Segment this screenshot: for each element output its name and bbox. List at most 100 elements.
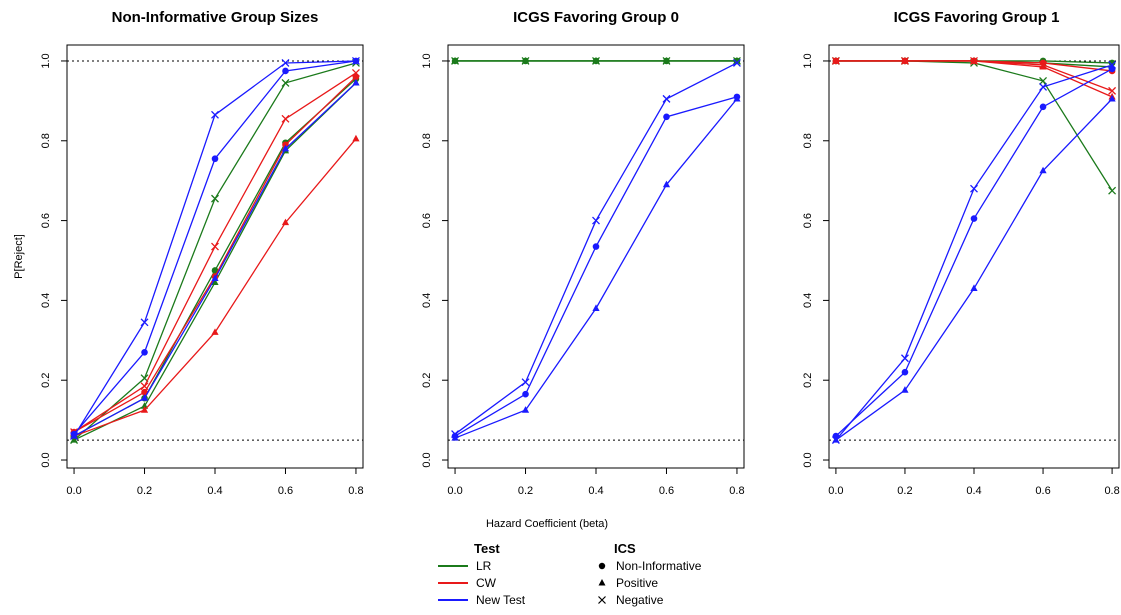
series-line: [73, 138, 357, 437]
point-cross: [662, 57, 671, 65]
legend-label-negative: Negative: [616, 593, 664, 607]
series-lr-negative: [70, 58, 360, 445]
point-cross: [211, 110, 219, 119]
point-cross: [1108, 86, 1117, 95]
legend: Test ICS LR CW New Test Non-Informative …: [438, 541, 702, 607]
x-tick-label: 0.2: [518, 485, 533, 497]
series-line: [73, 62, 357, 441]
point-circle: [1039, 103, 1047, 111]
x-tick-label: 0.6: [1035, 485, 1050, 497]
x-tick-label: 0.4: [588, 485, 603, 497]
series-line: [835, 60, 1113, 192]
y-tick-label: 0.6: [40, 213, 52, 228]
point-cross: [732, 57, 741, 65]
point-cross: [831, 57, 840, 65]
series-new-test-non-informative: [832, 65, 1116, 440]
point-cross: [211, 194, 219, 203]
x-tick-label: 0.0: [447, 485, 462, 497]
point-triangle: [1039, 166, 1047, 174]
point-cross: [662, 94, 671, 103]
series-new-test-negative: [70, 57, 360, 441]
point-triangle: [733, 94, 741, 102]
point-triangle: [970, 284, 978, 292]
panels: Non-Informative Group Sizes 0.0 0.2 0.4 0.6 0…: [13, 9, 1120, 497]
point-cross: [732, 58, 741, 67]
series-new-test-positive: [451, 94, 741, 441]
point-cross: [70, 432, 79, 441]
point-cross: [1039, 76, 1048, 85]
y-tick-label: 0.2: [40, 373, 52, 388]
point-triangle: [140, 402, 149, 409]
point-triangle: [211, 328, 219, 335]
legend-label-non-informative: Non-Informative: [616, 559, 702, 573]
x-axis-label: Hazard Coefficient (beta): [486, 518, 608, 530]
x-tick-label: 0.8: [348, 485, 363, 497]
point-circle: [663, 113, 670, 121]
point-cross: [451, 57, 460, 65]
panel-1: Non-Informative Group Sizes 0.0 0.2 0.4 0.6 0…: [13, 9, 364, 497]
point-triangle: [140, 394, 149, 401]
x-tick-label: 0.8: [1104, 485, 1119, 497]
x-tick-label: 0.0: [66, 485, 81, 497]
series-line: [454, 98, 738, 439]
y-tick-label: 0.4: [421, 293, 433, 308]
series-line: [73, 76, 357, 433]
series-line: [73, 78, 357, 437]
x-tick-label: 0.0: [828, 485, 843, 497]
point-cross: [140, 318, 149, 327]
legend-ics-title: ICS: [614, 541, 636, 556]
series-cw-positive: [70, 134, 360, 439]
y-tick-label: 0.8: [40, 133, 52, 148]
point-cross: [592, 57, 600, 65]
point-cross: [1039, 82, 1048, 91]
y-tick-label: 0.0: [40, 452, 52, 467]
legend-test-title: Test: [474, 541, 500, 556]
plot-frame: [828, 44, 1120, 469]
legend-label-new-test: New Test: [476, 593, 526, 607]
y-axis-label: P[Reject]: [13, 234, 25, 279]
point-circle: [141, 348, 148, 356]
point-triangle: [211, 278, 219, 286]
point-triangle: [451, 434, 459, 441]
point-triangle: [211, 274, 219, 282]
point-triangle: [662, 180, 671, 188]
panel-3: ICGS Favoring Group 1 0.0 0.2 0.4 0.6 0.8 0.0 0…: [802, 9, 1120, 497]
point-cross: [1108, 60, 1117, 69]
x-tick-label: 0.6: [659, 485, 674, 497]
y-tick-label: 0.0: [802, 452, 814, 467]
point-cross: [970, 184, 978, 193]
point-cross: [211, 242, 219, 251]
point-circle: [970, 215, 978, 222]
point-triangle: [521, 406, 530, 413]
series-line: [835, 60, 1113, 92]
x-tick-label: 0.6: [278, 485, 293, 497]
y-tick-label: 0.0: [421, 452, 433, 467]
y-tick-label: 0.2: [421, 373, 433, 388]
y-tick-label: 0.4: [40, 293, 52, 308]
point-circle: [592, 243, 600, 250]
x-tick-label: 0.2: [897, 485, 912, 497]
x-tick-label: 0.4: [966, 485, 981, 497]
legend-label-positive: Positive: [616, 576, 658, 590]
point-circle: [901, 368, 909, 376]
y-tick-label: 1.0: [40, 53, 52, 68]
series-new-test-negative: [451, 58, 741, 439]
series-line: [835, 64, 1113, 441]
point-triangle: [1039, 62, 1047, 70]
series-new-test-non-informative: [451, 93, 741, 440]
point-cross: [281, 78, 290, 87]
panel-title: ICGS Favoring Group 1: [894, 9, 1060, 26]
panel-title: Non-Informative Group Sizes: [112, 9, 319, 26]
series-line: [73, 72, 357, 433]
y-tick-label: 1.0: [421, 53, 433, 68]
y-tick-label: 1.0: [802, 53, 814, 68]
series-new-test-negative: [831, 60, 1117, 445]
series-cw-non-informative: [70, 73, 360, 436]
point-cross: [140, 382, 149, 391]
y-tick-label: 0.6: [421, 213, 433, 228]
plot-frame: [447, 44, 745, 469]
point-cross: [281, 114, 290, 123]
point-cross: [451, 430, 460, 439]
point-cross: [900, 57, 909, 65]
